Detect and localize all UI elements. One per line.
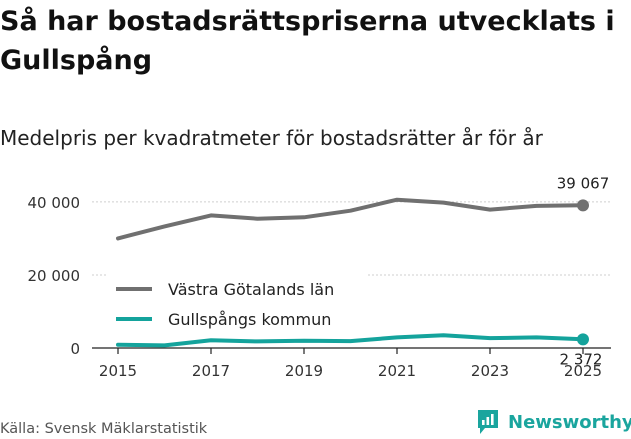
end-value-label: 39 067 (557, 174, 610, 192)
source-note: Källa: Svensk Mäklarstatistik (0, 421, 208, 437)
grid-lines (92, 201, 611, 276)
newsworthy-logo-icon (478, 410, 498, 434)
legend-label: Västra Götalands län (168, 280, 334, 299)
end-labels: 39 067 2 372 (557, 174, 610, 368)
brand-name: Newsworthy (508, 411, 631, 433)
series-line (116, 333, 585, 348)
series-line (116, 197, 585, 241)
legend-background (108, 272, 366, 336)
y-tick-label: 20 000 (28, 267, 81, 285)
end-value-label: 2 372 (560, 350, 603, 368)
legend-label: Gullspångs kommun (168, 310, 331, 329)
chart-title: Så har bostadsrättspriserna utvecklats i… (0, 6, 615, 76)
y-axis-labels: 0 20 000 40 000 (28, 194, 81, 358)
x-tick-label: 2021 (378, 362, 416, 380)
y-tick-label: 40 000 (28, 194, 81, 212)
x-tick-label: 2025 (564, 362, 602, 380)
series-lines (116, 197, 589, 348)
x-tick-label: 2015 (99, 362, 137, 380)
y-tick-label: 0 (70, 340, 80, 358)
chart-subtitle: Medelpris per kvadratmeter för bostadsrä… (0, 126, 543, 150)
x-tick-label: 2017 (192, 362, 230, 380)
legend: Västra Götalands län Gullspångs kommun (108, 272, 366, 336)
x-tick-label: 2023 (471, 362, 509, 380)
brand-logo: Newsworthy (476, 408, 631, 436)
series-end-marker (577, 333, 589, 346)
x-axis: 2015 2017 2019 2021 2023 2025 (92, 347, 611, 380)
line-chart: 0 20 000 40 000 2015 2017 2019 2021 2023 2025 V… (28, 174, 611, 380)
series-end-marker (577, 199, 589, 212)
x-tick-label: 2019 (285, 362, 323, 380)
